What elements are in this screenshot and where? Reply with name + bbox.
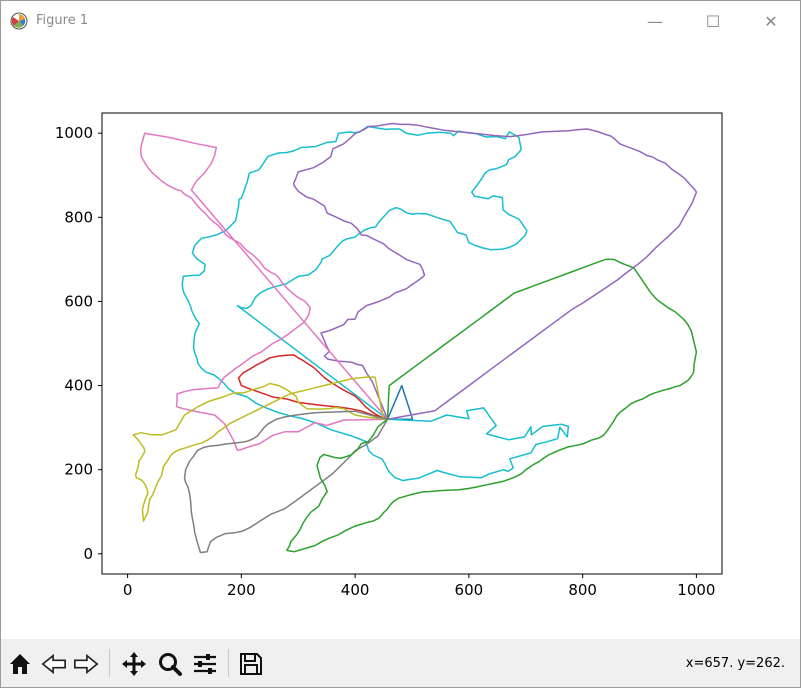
navigation-toolbar: x=657. y=262. bbox=[1, 639, 800, 687]
axes-frame bbox=[101, 112, 723, 575]
back-button[interactable] bbox=[41, 651, 67, 677]
title-bar: Figure 1 — ☐ ✕ bbox=[1, 1, 800, 41]
y-tick-label: 0 bbox=[83, 545, 93, 563]
series-line-6 bbox=[183, 410, 389, 554]
save-icon bbox=[240, 653, 262, 675]
home-icon bbox=[10, 654, 30, 674]
x-tick-label: 600 bbox=[455, 581, 484, 599]
y-tick-label: 200 bbox=[64, 461, 93, 479]
x-tick-label: 200 bbox=[227, 581, 256, 599]
matplotlib-logo-icon bbox=[10, 12, 28, 30]
pan-button[interactable] bbox=[121, 651, 147, 677]
x-tick-label: 800 bbox=[568, 581, 597, 599]
minimize-button[interactable]: — bbox=[647, 11, 663, 31]
y-tick-label: 400 bbox=[64, 377, 93, 395]
cursor-coordinates: x=657. y=262. bbox=[685, 656, 785, 671]
zoom-button[interactable] bbox=[157, 651, 183, 677]
zoom-icon bbox=[159, 653, 182, 676]
series-line-3 bbox=[139, 132, 389, 452]
toolbar-separator bbox=[109, 649, 110, 677]
series-line-7 bbox=[286, 258, 698, 553]
forward-icon bbox=[74, 653, 99, 675]
series-line-2 bbox=[292, 122, 698, 420]
y-tick-label: 1000 bbox=[55, 124, 93, 142]
forward-button[interactable] bbox=[73, 651, 99, 677]
maximize-button[interactable]: ☐ bbox=[705, 11, 721, 31]
series-line-4 bbox=[237, 354, 388, 420]
series-line-0 bbox=[386, 384, 414, 420]
figure-canvas[interactable]: 0 200 400 600 800 1000 0 200 400 600 800 1000 bbox=[1, 41, 800, 639]
home-button[interactable] bbox=[7, 651, 33, 677]
series-line-5 bbox=[132, 376, 388, 522]
y-tick-label: 800 bbox=[64, 208, 93, 226]
configure-subplots-button[interactable] bbox=[192, 651, 218, 677]
x-tick-label: 400 bbox=[341, 581, 370, 599]
configure-subplots-icon bbox=[194, 654, 216, 674]
x-tick-label: 1000 bbox=[677, 581, 715, 599]
y-tick-label: 600 bbox=[64, 292, 93, 310]
window-title: Figure 1 bbox=[36, 13, 89, 28]
chart-plot[interactable]: 0 200 400 600 800 1000 0 200 400 600 800 1000 bbox=[1, 41, 800, 639]
pan-icon bbox=[122, 652, 146, 676]
x-tick-label: 0 bbox=[123, 581, 133, 599]
back-icon bbox=[41, 653, 66, 675]
save-button[interactable] bbox=[238, 651, 264, 677]
toolbar-separator bbox=[228, 649, 229, 677]
series-line-1 bbox=[181, 125, 570, 482]
close-button[interactable]: ✕ bbox=[764, 11, 778, 31]
